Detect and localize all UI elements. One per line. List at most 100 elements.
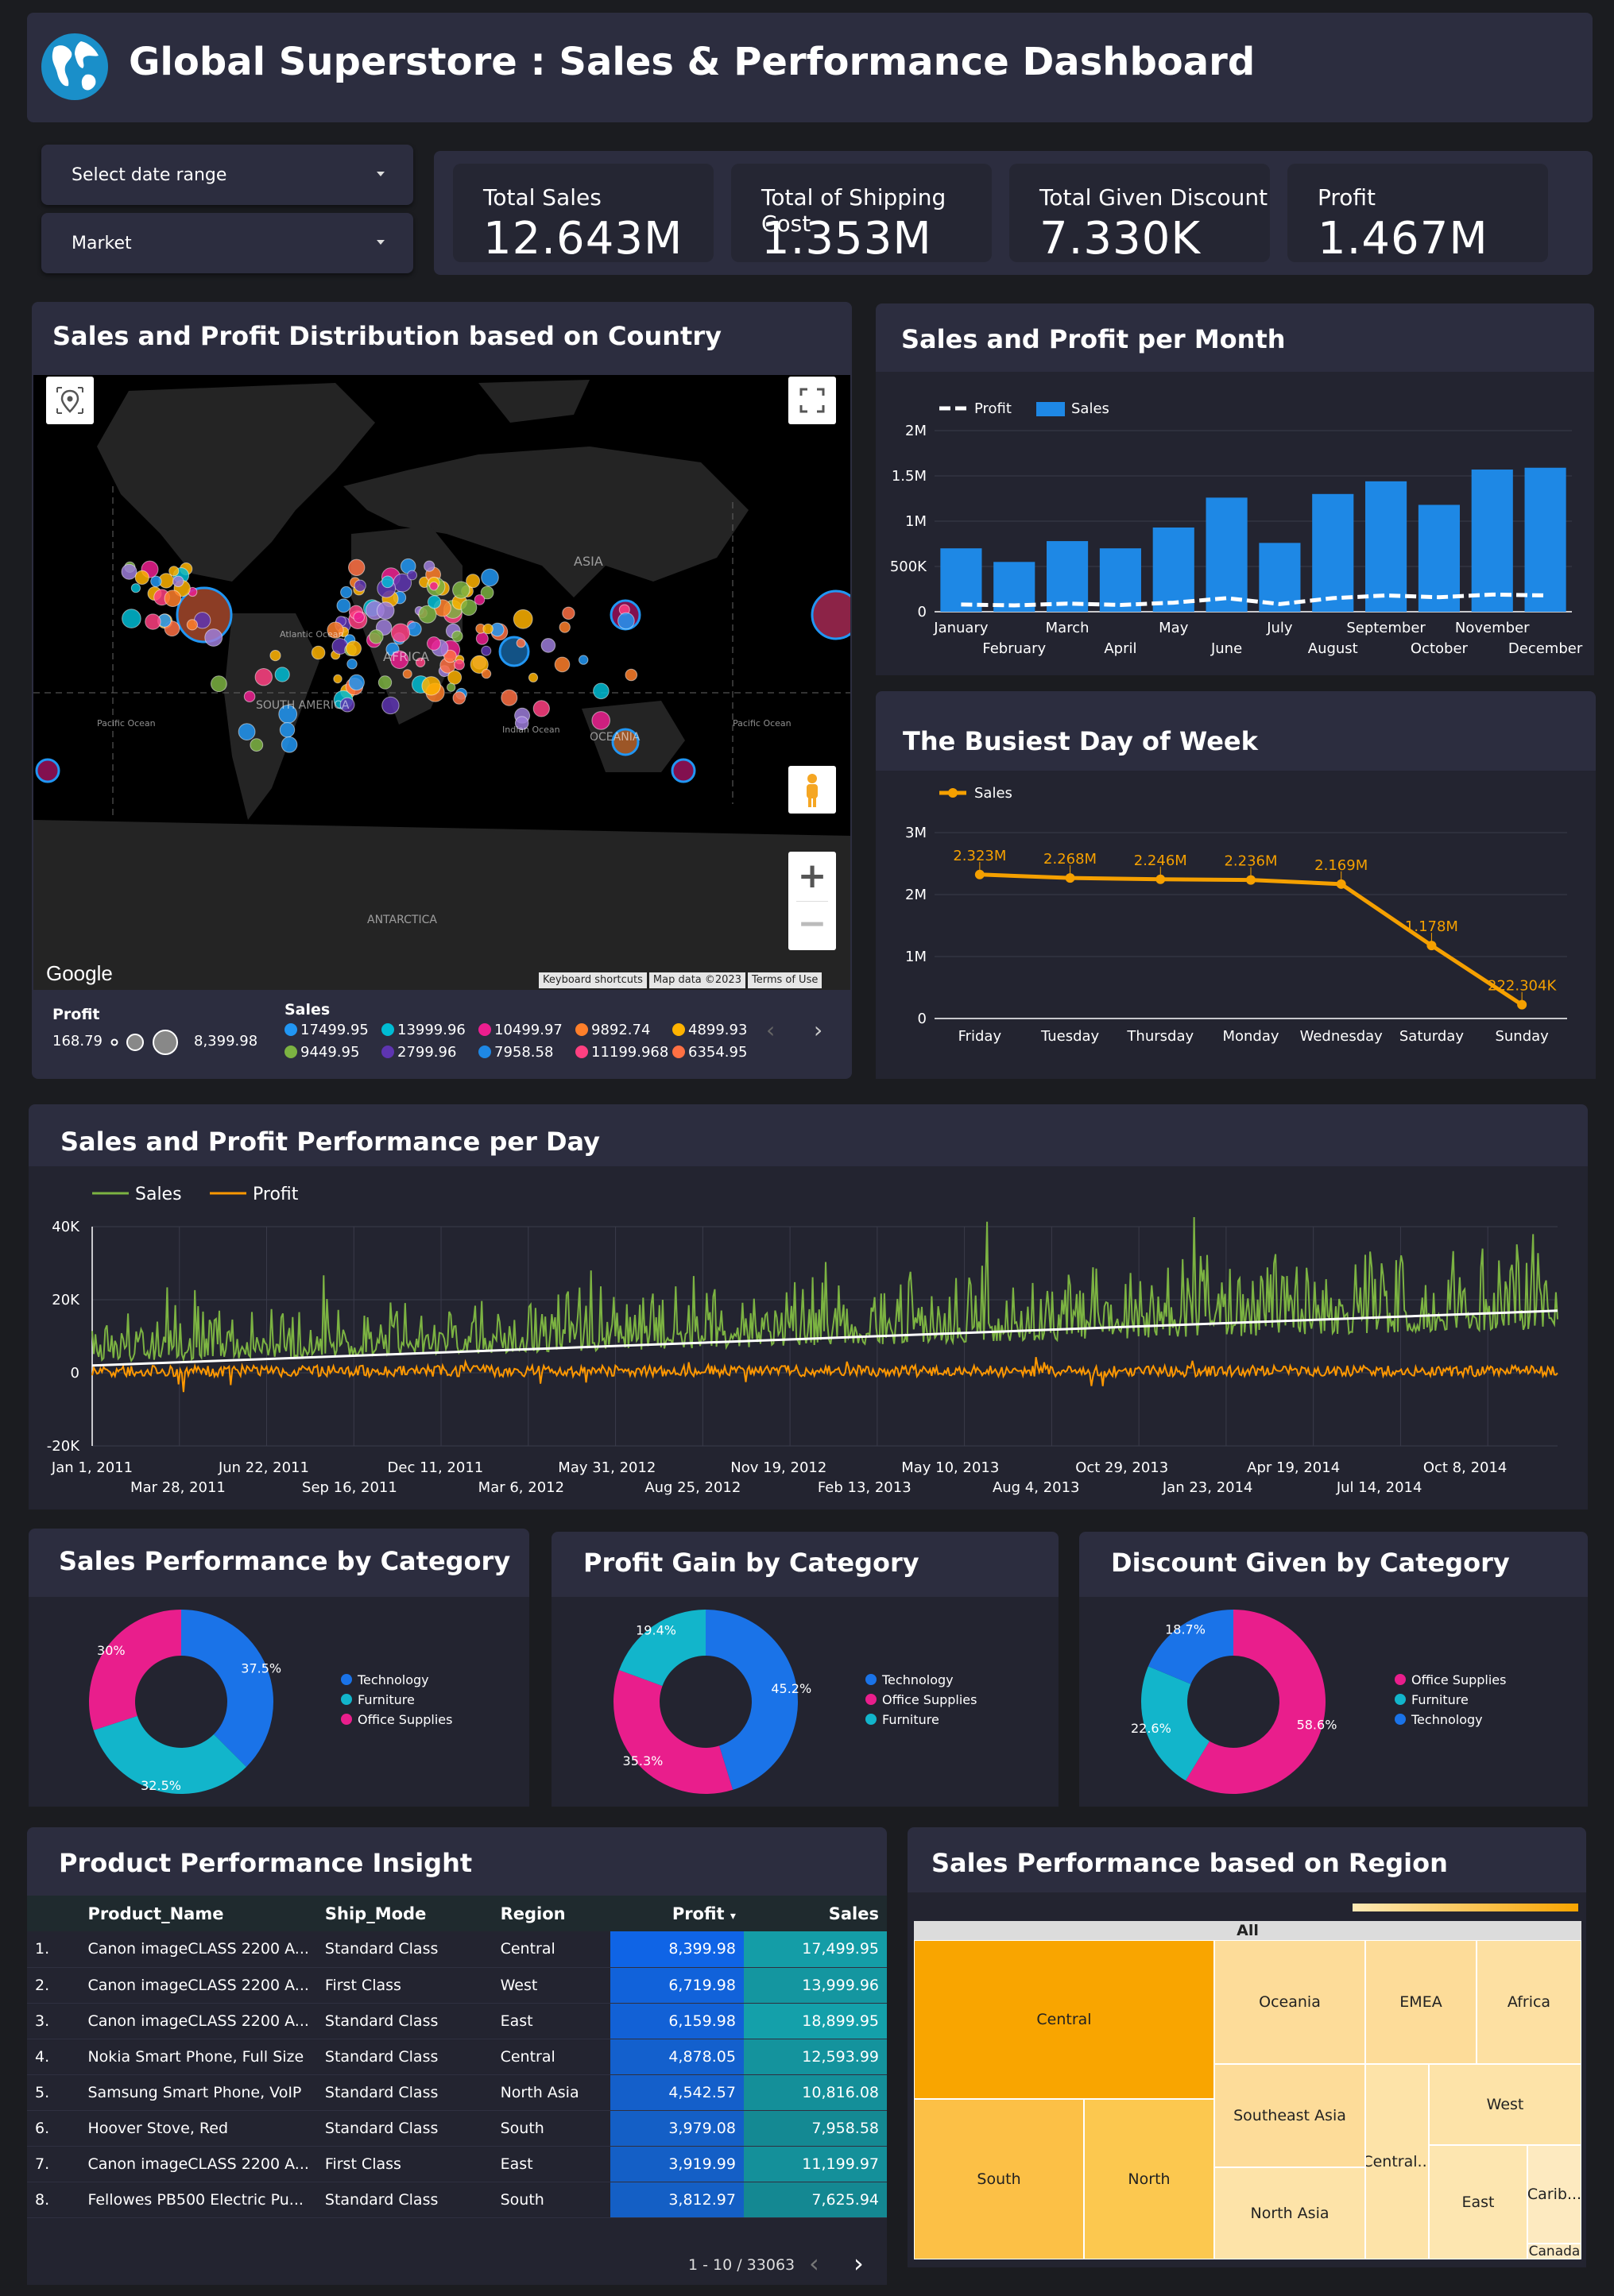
- map-bubble[interactable]: [559, 621, 571, 633]
- map-bubble[interactable]: [415, 657, 426, 667]
- locate-icon[interactable]: [46, 377, 94, 424]
- date-range-select[interactable]: Select date range: [41, 145, 413, 205]
- map-bubble[interactable]: [460, 599, 478, 617]
- map-bubble[interactable]: [164, 589, 182, 608]
- bar-sales[interactable]: [1152, 527, 1194, 612]
- donut-slice[interactable]: [706, 1610, 799, 1790]
- legend-prev-icon[interactable]: ‹: [766, 1017, 776, 1043]
- map-bubble[interactable]: [122, 609, 141, 628]
- map-bubble[interactable]: [611, 728, 640, 756]
- table-row[interactable]: 5. Samsung Smart Phone, VoIP Standard Clas…: [27, 2074, 887, 2110]
- treemap-cell[interactable]: Africa: [1477, 1940, 1581, 2064]
- map-bubble[interactable]: [452, 691, 466, 705]
- map-bubble[interactable]: [172, 575, 184, 587]
- col-region[interactable]: Region: [500, 1904, 566, 1923]
- bar-sales[interactable]: [1099, 548, 1141, 612]
- map-bubble[interactable]: [346, 659, 358, 670]
- map-bubble[interactable]: [390, 650, 409, 669]
- treemap-cell[interactable]: Southeast Asia: [1214, 2064, 1365, 2167]
- map-bubble[interactable]: [427, 595, 442, 609]
- table-row[interactable]: 3. Canon imageCLASS 2200 A... Standard Cla…: [27, 2003, 887, 2039]
- map-bubble[interactable]: [327, 621, 344, 639]
- map-bubble[interactable]: [130, 583, 141, 593]
- bar-sales[interactable]: [1312, 493, 1354, 612]
- map-bubble[interactable]: [346, 640, 362, 657]
- map-bubble[interactable]: [481, 668, 492, 679]
- treemap-cell[interactable]: EMEA: [1365, 1940, 1477, 2064]
- treemap-cell[interactable]: North Asia: [1214, 2167, 1365, 2259]
- map-bubble[interactable]: [279, 722, 296, 738]
- map-bubble[interactable]: [418, 605, 437, 624]
- prev-page-icon[interactable]: ‹: [809, 2248, 819, 2279]
- treemap-cell[interactable]: East: [1429, 2145, 1527, 2259]
- col-profit[interactable]: Profit ▾: [610, 1896, 744, 1931]
- map-bubble[interactable]: [340, 586, 353, 599]
- line-profit[interactable]: [961, 592, 1546, 608]
- bar-sales[interactable]: [1206, 497, 1248, 612]
- line-profit[interactable]: [91, 1357, 1558, 1393]
- map-bubble[interactable]: [390, 623, 411, 643]
- map-bubble[interactable]: [811, 589, 850, 640]
- map-bubble[interactable]: [591, 711, 611, 730]
- next-page-icon[interactable]: ›: [853, 2248, 864, 2279]
- map-bubble[interactable]: [532, 700, 550, 717]
- terms-link[interactable]: Terms of Use: [747, 972, 822, 988]
- map-bubble[interactable]: [501, 689, 518, 706]
- map-bubble[interactable]: [514, 716, 529, 731]
- map-bubble[interactable]: [421, 676, 441, 696]
- treemap-root-label[interactable]: All: [914, 1921, 1581, 1940]
- map-bubble[interactable]: [481, 645, 492, 656]
- map-bubble[interactable]: [281, 736, 298, 753]
- point-sales[interactable]: [1246, 875, 1256, 885]
- map-bubble[interactable]: [429, 582, 439, 591]
- map-bubble[interactable]: [150, 575, 162, 587]
- map-bubble[interactable]: [481, 568, 499, 587]
- donut-slice[interactable]: [181, 1610, 273, 1768]
- map-bubble[interactable]: [447, 682, 456, 692]
- map-bubble[interactable]: [593, 682, 610, 700]
- world-map[interactable]: ASIA Atlantic Ocean AFRICA SOUTH AMERICA…: [33, 375, 850, 990]
- map-bubble[interactable]: [579, 655, 589, 665]
- donut-slice[interactable]: [88, 1610, 181, 1730]
- map-bubble[interactable]: [540, 638, 556, 653]
- map-bubble[interactable]: [447, 670, 463, 685]
- bar-sales[interactable]: [940, 548, 982, 612]
- map-bubble[interactable]: [516, 638, 526, 648]
- map-bubble[interactable]: [528, 672, 539, 682]
- zoom-in-icon[interactable]: +: [797, 856, 827, 896]
- map-bubble[interactable]: [121, 563, 137, 580]
- map-bubble[interactable]: [427, 636, 441, 651]
- bar-sales[interactable]: [1418, 504, 1460, 612]
- point-sales[interactable]: [1155, 874, 1166, 884]
- treemap-cell[interactable]: West: [1429, 2064, 1581, 2145]
- map-bubble[interactable]: [250, 738, 264, 752]
- map-bubble[interactable]: [424, 560, 435, 572]
- map-bubble[interactable]: [354, 579, 366, 592]
- point-sales[interactable]: [1517, 999, 1527, 1010]
- map-bubble[interactable]: [513, 609, 533, 629]
- table-row[interactable]: 1. Canon imageCLASS 2200 A... Standard Cla…: [27, 1931, 887, 1967]
- map-bubble[interactable]: [376, 601, 395, 620]
- donut-slice[interactable]: [93, 1715, 247, 1794]
- pegman-icon[interactable]: [788, 766, 836, 814]
- map-bubble[interactable]: [168, 566, 180, 577]
- map-bubble[interactable]: [402, 669, 412, 679]
- map-bubble[interactable]: [451, 630, 463, 642]
- point-sales[interactable]: [1065, 873, 1075, 883]
- treemap-cell[interactable]: Canada: [1527, 2244, 1581, 2259]
- map-bubble[interactable]: [369, 629, 384, 644]
- map-bubble[interactable]: [554, 656, 571, 673]
- treemap-cell[interactable]: Central...: [1365, 2064, 1429, 2259]
- zoom-out-icon[interactable]: −: [797, 903, 827, 944]
- map-bubble[interactable]: [353, 611, 366, 624]
- map-bubble[interactable]: [254, 668, 273, 686]
- map-bubble[interactable]: [243, 690, 256, 703]
- bar-sales[interactable]: [1259, 543, 1301, 612]
- map-bubble[interactable]: [381, 696, 400, 715]
- bar-sales[interactable]: [1047, 541, 1089, 612]
- map-bubble[interactable]: [204, 628, 223, 647]
- col-sales[interactable]: Sales: [828, 1904, 879, 1923]
- map-bubble[interactable]: [348, 559, 366, 577]
- map-bubble[interactable]: [348, 674, 365, 691]
- donut-slice[interactable]: [1148, 1610, 1233, 1684]
